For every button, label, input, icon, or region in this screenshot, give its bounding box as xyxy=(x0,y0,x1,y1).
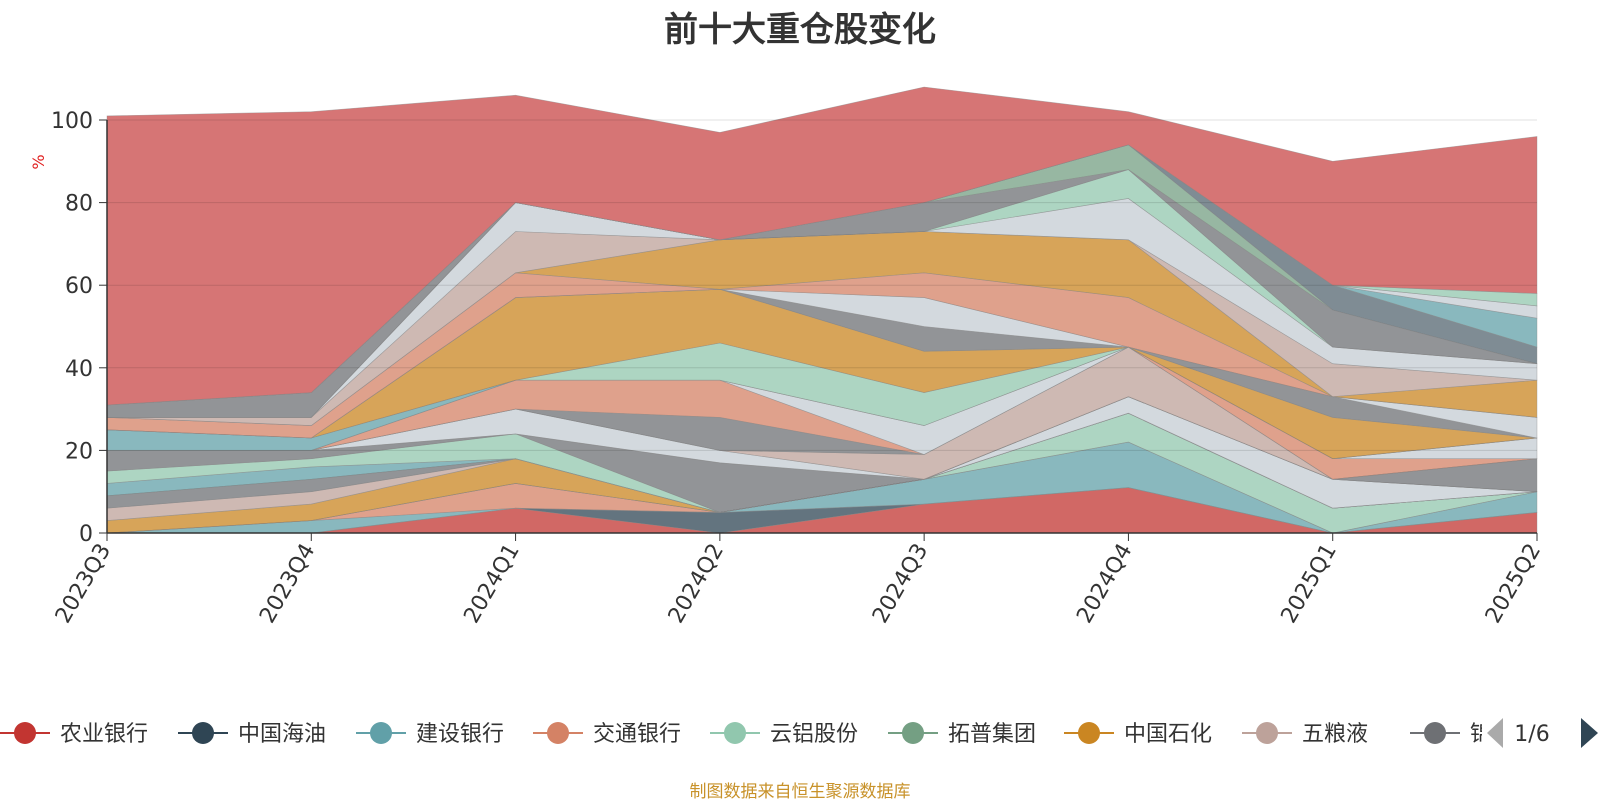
legend-label: 拓普集团 xyxy=(948,722,1036,747)
legend-marker xyxy=(724,722,746,744)
x-tick-label: 2024Q1 xyxy=(459,540,524,628)
legend-marker xyxy=(1078,722,1100,744)
legend-item[interactable]: 锦江酒店 xyxy=(1410,722,1558,747)
legend-item[interactable]: 中国石化 xyxy=(1064,722,1212,747)
legend-marker xyxy=(14,722,36,744)
area-series-36 xyxy=(106,86,1538,406)
y-tick-label: 40 xyxy=(65,357,93,382)
legend-item[interactable]: 中国海油 xyxy=(178,722,326,747)
x-tick-label: 2025Q1 xyxy=(1277,540,1342,628)
legend-item[interactable]: 建设银行 xyxy=(356,722,504,747)
legend-label: 农业银行 xyxy=(60,722,148,747)
triangle-right-icon[interactable] xyxy=(1581,718,1598,748)
x-tick-label: 2024Q3 xyxy=(868,540,933,628)
legend-item[interactable]: 拓普集团 xyxy=(888,722,1036,747)
triangle-left-icon[interactable] xyxy=(1487,718,1503,748)
area-series-group xyxy=(106,86,1538,534)
legend-marker xyxy=(547,722,569,744)
chart-title: 前十大重仓股变化 xyxy=(664,10,936,50)
y-tick-label: 80 xyxy=(65,192,93,217)
y-tick-label: 20 xyxy=(65,439,93,464)
data-source-note: 制图数据来自恒生聚源数据库 xyxy=(689,782,911,802)
y-axis-label: % xyxy=(29,154,48,169)
legend-item[interactable]: 五粮液 xyxy=(1242,722,1368,747)
legend-item[interactable]: 农业银行 xyxy=(0,722,148,747)
legend-label: 交通银行 xyxy=(593,722,681,747)
x-tick-label: 2024Q2 xyxy=(664,540,729,628)
legend-label: 五粮液 xyxy=(1302,722,1368,747)
legend-item[interactable]: 交通银行 xyxy=(533,722,681,747)
x-tick-label: 2024Q4 xyxy=(1072,540,1137,628)
y-tick-label: 60 xyxy=(65,274,93,299)
x-tick-label: 2023Q4 xyxy=(255,540,320,628)
y-tick-label: 100 xyxy=(51,109,93,134)
legend: 农业银行 中国海油 建设银行 交通银行 云铝股份 拓普集团 中国石化 五粮液 锦江酒店 xyxy=(0,722,1558,747)
legend-label: 建设银行 xyxy=(416,722,504,747)
legend-marker xyxy=(370,722,392,744)
legend-label: 中国石化 xyxy=(1124,722,1212,747)
legend-label: 锦江酒店 xyxy=(1470,722,1558,747)
legend-label: 云铝股份 xyxy=(770,722,858,747)
legend-page-indicator: 1/6 xyxy=(1514,722,1549,747)
legend-marker xyxy=(1256,722,1278,744)
legend-marker xyxy=(1424,722,1446,744)
x-tick-label: 2025Q2 xyxy=(1481,540,1546,628)
legend-label: 中国海油 xyxy=(238,722,326,747)
y-tick-label: 0 xyxy=(79,522,93,547)
legend-item[interactable]: 云铝股份 xyxy=(710,722,858,747)
x-tick-label: 2023Q3 xyxy=(51,540,116,628)
legend-marker xyxy=(902,722,924,744)
legend-marker xyxy=(192,722,214,744)
